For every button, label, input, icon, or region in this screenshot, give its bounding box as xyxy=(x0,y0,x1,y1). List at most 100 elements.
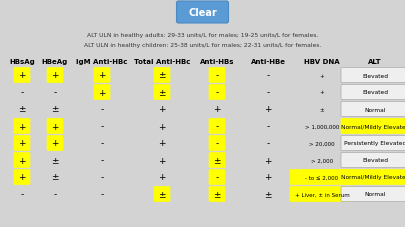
Text: -: - xyxy=(53,88,57,97)
Text: ±: ± xyxy=(51,173,59,182)
Text: Normal: Normal xyxy=(364,192,386,197)
Text: ALT ULN in healthy children: 25-38 units/L for males; 22-31 units/L for females.: ALT ULN in healthy children: 25-38 units… xyxy=(84,43,321,48)
Text: -: - xyxy=(100,156,104,165)
Text: -: - xyxy=(266,122,270,131)
Text: ±: ± xyxy=(213,156,221,165)
Text: -: - xyxy=(100,190,104,199)
FancyBboxPatch shape xyxy=(209,136,225,151)
Text: +: + xyxy=(18,122,26,131)
FancyBboxPatch shape xyxy=(209,170,225,185)
FancyBboxPatch shape xyxy=(209,153,225,168)
Text: > 20,000: > 20,000 xyxy=(309,141,335,146)
FancyBboxPatch shape xyxy=(154,187,170,202)
Text: -: - xyxy=(215,173,219,182)
FancyBboxPatch shape xyxy=(14,68,30,83)
Text: ±: ± xyxy=(51,105,59,114)
Text: +: + xyxy=(158,105,166,114)
Text: -: - xyxy=(100,122,104,131)
FancyBboxPatch shape xyxy=(47,68,63,83)
FancyBboxPatch shape xyxy=(177,2,228,24)
Text: - to ≤ 2,000: - to ≤ 2,000 xyxy=(305,175,339,180)
Text: Elevated: Elevated xyxy=(362,90,388,95)
FancyBboxPatch shape xyxy=(14,170,30,185)
Text: ±: ± xyxy=(158,88,166,97)
Text: Normal/Mildly Elevated: Normal/Mildly Elevated xyxy=(341,175,405,180)
FancyBboxPatch shape xyxy=(341,68,405,83)
Text: -: - xyxy=(100,139,104,148)
Text: +: + xyxy=(264,156,272,165)
FancyBboxPatch shape xyxy=(14,136,30,151)
Text: -: - xyxy=(100,173,104,182)
FancyBboxPatch shape xyxy=(154,68,170,83)
Text: ±: ± xyxy=(158,190,166,199)
FancyBboxPatch shape xyxy=(341,119,405,134)
Text: +: + xyxy=(320,73,324,78)
Text: +: + xyxy=(51,139,59,148)
Text: -: - xyxy=(20,88,23,97)
Text: ±: ± xyxy=(264,190,272,199)
Text: IgM Anti-HBc: IgM Anti-HBc xyxy=(76,59,128,65)
Text: ±: ± xyxy=(18,105,26,114)
FancyBboxPatch shape xyxy=(341,85,405,100)
Text: -: - xyxy=(20,190,23,199)
Text: Anti-HBs: Anti-HBs xyxy=(200,59,234,65)
FancyBboxPatch shape xyxy=(154,85,170,100)
Text: -: - xyxy=(215,122,219,131)
Text: + Liver, ± in Serum: + Liver, ± in Serum xyxy=(294,192,350,197)
Text: -: - xyxy=(266,71,270,80)
Text: ALT ULN in healthy adults: 29-33 units/L for males; 19-25 units/L for females.: ALT ULN in healthy adults: 29-33 units/L… xyxy=(87,33,318,38)
FancyBboxPatch shape xyxy=(341,136,405,151)
FancyBboxPatch shape xyxy=(341,170,405,185)
Text: -: - xyxy=(215,88,219,97)
Text: +: + xyxy=(98,88,106,97)
FancyBboxPatch shape xyxy=(209,85,225,100)
Text: Persistently Elevated: Persistently Elevated xyxy=(344,141,405,146)
FancyBboxPatch shape xyxy=(47,136,63,151)
Text: -: - xyxy=(53,190,57,199)
Text: +: + xyxy=(18,71,26,80)
Text: -: - xyxy=(215,71,219,80)
FancyBboxPatch shape xyxy=(290,187,354,202)
Text: +: + xyxy=(98,71,106,80)
Text: ±: ± xyxy=(51,156,59,165)
Text: > 1,000,000: > 1,000,000 xyxy=(305,124,339,129)
Text: +: + xyxy=(320,90,324,95)
FancyBboxPatch shape xyxy=(14,153,30,168)
Text: -: - xyxy=(100,105,104,114)
FancyBboxPatch shape xyxy=(47,119,63,134)
FancyBboxPatch shape xyxy=(14,119,30,134)
Text: ±: ± xyxy=(213,190,221,199)
Text: +: + xyxy=(158,139,166,148)
Text: ALT: ALT xyxy=(368,59,382,65)
Text: HBV DNA: HBV DNA xyxy=(304,59,340,65)
Text: ±: ± xyxy=(158,71,166,80)
Text: +: + xyxy=(213,105,221,114)
Text: +: + xyxy=(158,122,166,131)
Text: Elevated: Elevated xyxy=(362,158,388,163)
FancyBboxPatch shape xyxy=(209,68,225,83)
Text: HBsAg: HBsAg xyxy=(9,59,35,65)
FancyBboxPatch shape xyxy=(94,85,110,100)
Text: -: - xyxy=(266,139,270,148)
FancyBboxPatch shape xyxy=(209,187,225,202)
Text: +: + xyxy=(51,71,59,80)
Text: Anti-HBe: Anti-HBe xyxy=(251,59,286,65)
Text: -: - xyxy=(215,139,219,148)
FancyBboxPatch shape xyxy=(341,187,405,202)
Text: > 2,000: > 2,000 xyxy=(311,158,333,163)
Text: +: + xyxy=(18,156,26,165)
FancyBboxPatch shape xyxy=(209,119,225,134)
Text: +: + xyxy=(51,122,59,131)
Text: Clear: Clear xyxy=(188,8,217,18)
Text: -: - xyxy=(266,88,270,97)
FancyBboxPatch shape xyxy=(290,170,354,185)
Text: +: + xyxy=(264,105,272,114)
Text: +: + xyxy=(158,173,166,182)
FancyBboxPatch shape xyxy=(94,68,110,83)
FancyBboxPatch shape xyxy=(341,153,405,168)
Text: Total Anti-HBc: Total Anti-HBc xyxy=(134,59,190,65)
FancyBboxPatch shape xyxy=(341,102,405,117)
Text: +: + xyxy=(264,173,272,182)
Text: ±: ± xyxy=(320,107,324,112)
Text: +: + xyxy=(18,139,26,148)
